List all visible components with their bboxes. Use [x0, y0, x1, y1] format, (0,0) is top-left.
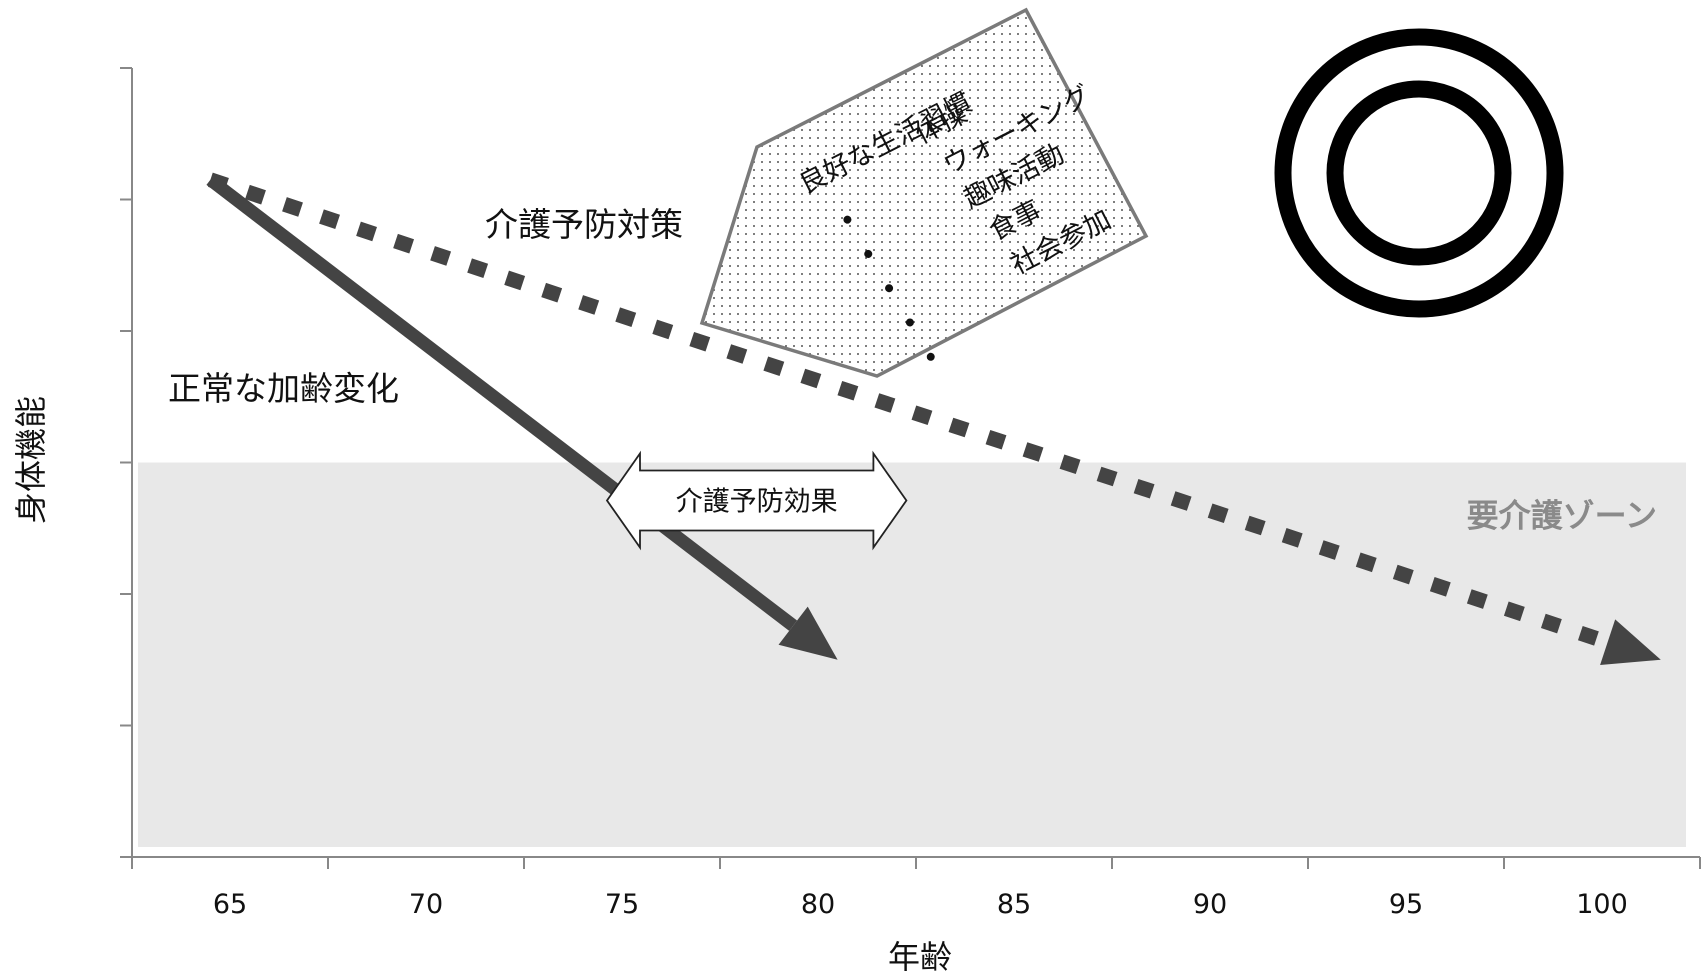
arrowhead-icon	[1600, 619, 1661, 665]
x-tick-labels: 65 70 75 80 85 90 95 100	[213, 889, 1628, 920]
x-axis	[120, 856, 1701, 869]
prevention-effect-arrow: 介護予防効果	[605, 450, 908, 551]
y-axis-title: 身体機能	[12, 396, 50, 524]
bullet-icon	[926, 352, 935, 361]
x-tick-label: 70	[409, 889, 443, 920]
normal-aging-label: 正常な加齢変化	[168, 369, 399, 408]
care-zone-label: 要介護ゾーン	[1467, 497, 1657, 535]
x-tick-label: 100	[1576, 889, 1628, 920]
double-arrow-shape	[605, 450, 908, 551]
x-tick-label: 90	[1193, 889, 1227, 920]
double-circle-icon	[1274, 28, 1564, 318]
measures-box-shape	[699, 7, 1149, 378]
x-tick-label: 65	[213, 889, 247, 920]
x-tick-label: 85	[997, 889, 1031, 920]
measures-box: 良好な生活習慣 体操 ウォーキング 趣味活動 食事 社会参加	[699, 7, 1149, 378]
x-axis-title: 年齢	[888, 938, 952, 976]
arrowhead-icon	[778, 606, 838, 660]
series-arrow	[208, 172, 1661, 665]
bullet-icon	[885, 284, 894, 293]
x-tick-label: 80	[801, 889, 835, 920]
x-tick-label: 95	[1389, 889, 1423, 920]
series-layer	[206, 172, 1661, 665]
prevention-measures-label: 介護予防対策	[485, 205, 683, 244]
outer-ring	[1274, 28, 1564, 318]
x-tick-label: 75	[605, 889, 639, 920]
prevention-effect-label: 介護予防効果	[676, 487, 838, 518]
bullet-icon	[843, 215, 852, 224]
series-line	[206, 174, 798, 631]
series-line	[208, 172, 1610, 650]
inner-ring	[1326, 80, 1512, 266]
bullet-icon	[864, 249, 873, 258]
care-zone-region	[138, 462, 1686, 847]
y-axis	[120, 67, 133, 858]
bullet-icon	[905, 318, 914, 327]
series-arrow	[206, 174, 838, 660]
